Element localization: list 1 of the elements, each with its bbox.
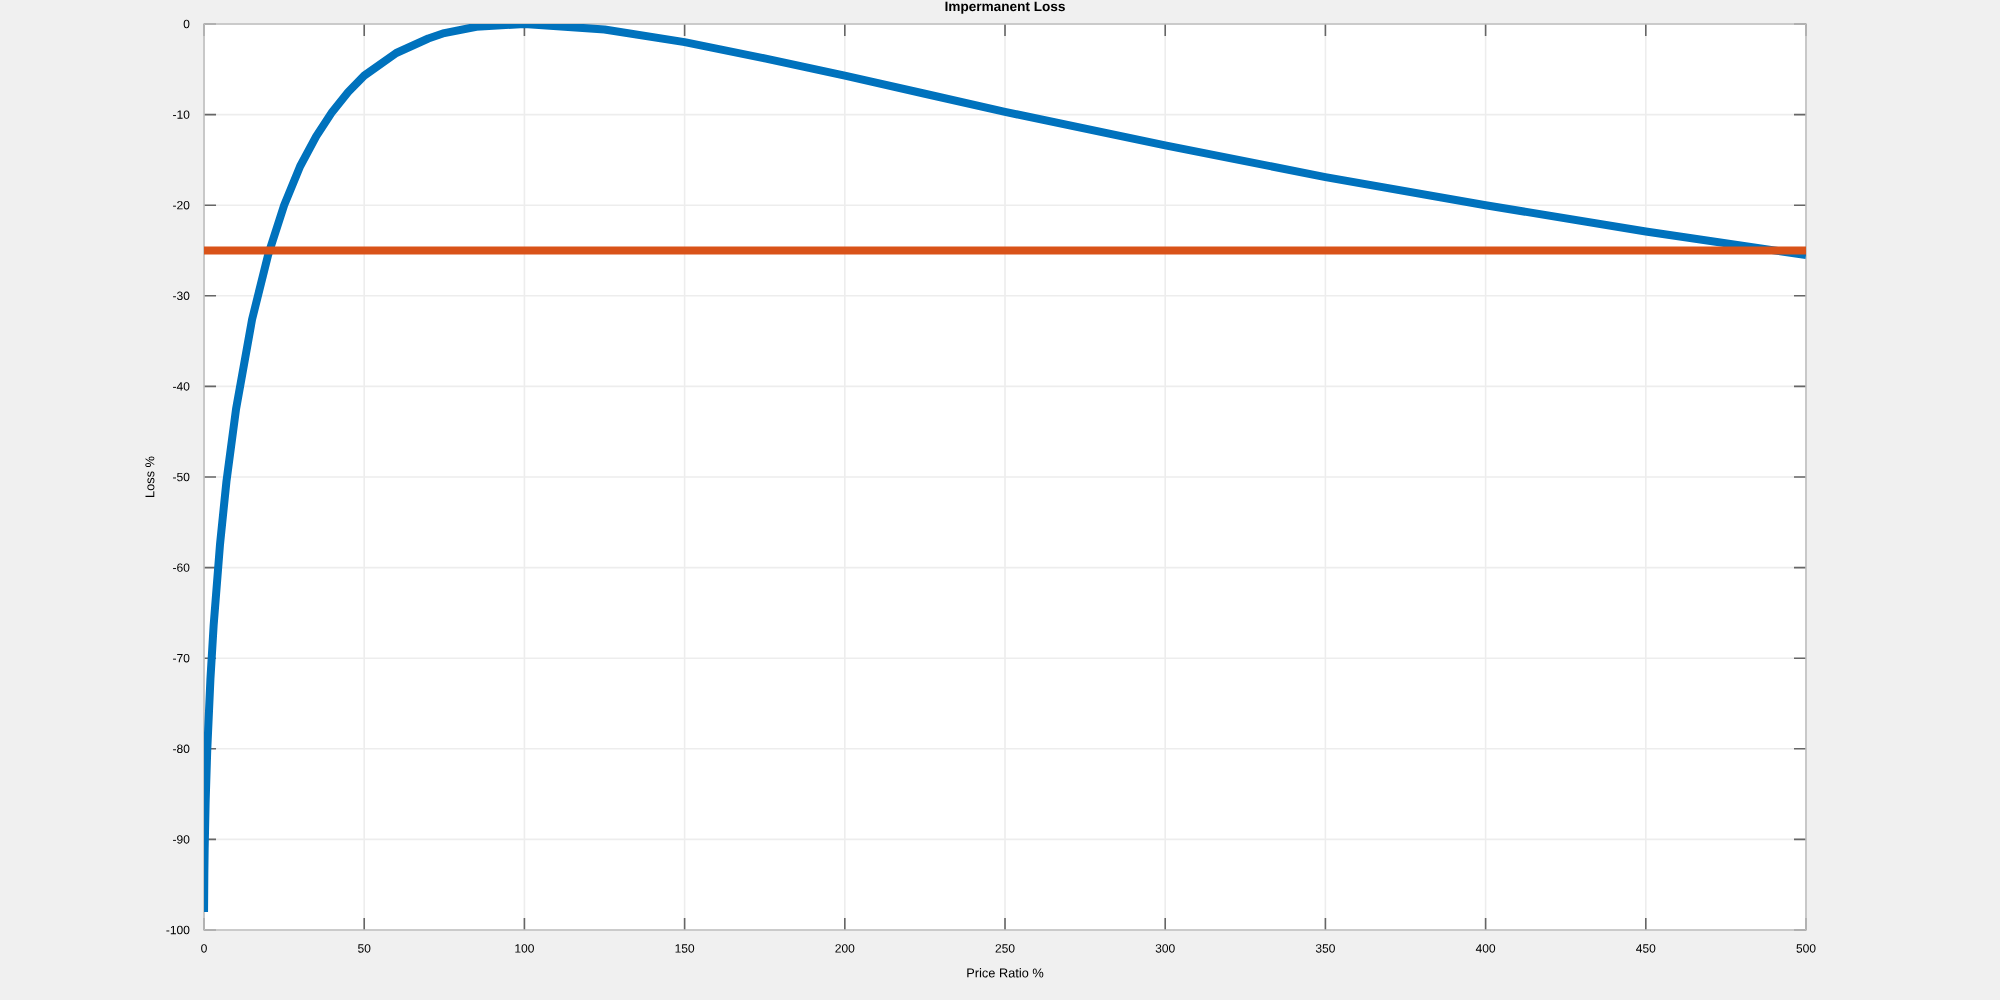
line-series <box>204 24 1806 916</box>
